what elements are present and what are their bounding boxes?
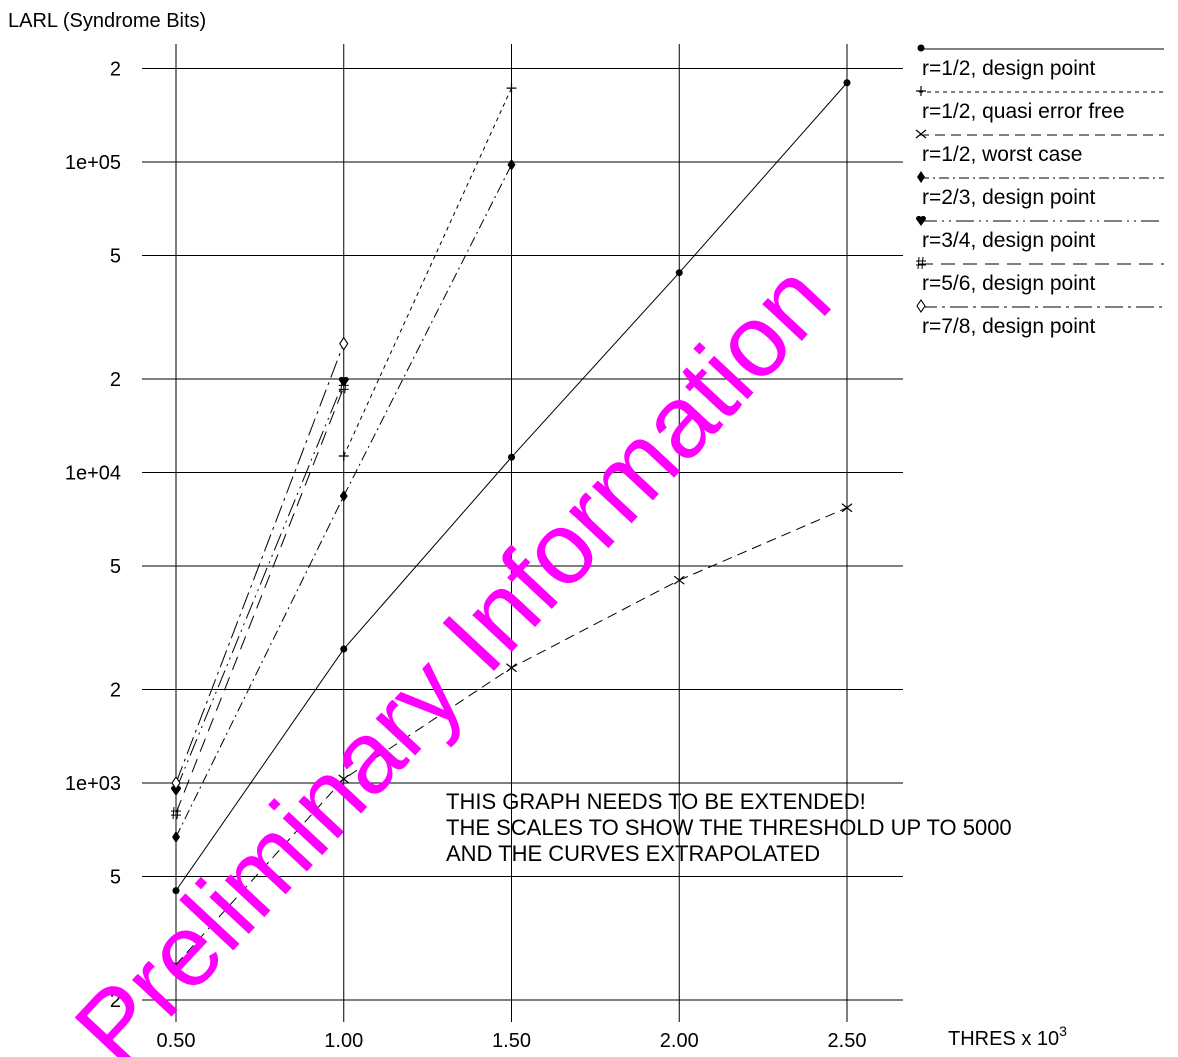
legend-entry: r=2/3, design point [917, 171, 1164, 209]
data-point-openDiamond [916, 299, 926, 313]
data-point-diamond [172, 830, 180, 843]
y-tick-label: 1e+05 [65, 152, 121, 174]
series-1 [172, 79, 851, 895]
data-point-openDiamond [171, 775, 181, 790]
data-point-heart [170, 785, 182, 796]
data-point-diamond [917, 171, 925, 183]
data-point-plus [506, 83, 517, 94]
annotation-line-1: THIS GRAPH NEEDS TO BE EXTENDED! [446, 789, 866, 814]
legend-label: r=3/4, design point [922, 229, 1096, 252]
legend-entry: r=7/8, design point [916, 299, 1164, 338]
legend-label: r=1/2, design point [922, 57, 1096, 80]
y-tick-label: 2 [110, 59, 121, 81]
data-point-cross [338, 774, 350, 784]
legend-label: r=5/6, design point [922, 272, 1096, 295]
series-6 [171, 381, 349, 820]
data-point-heart [338, 376, 349, 388]
legend-entry: r=1/2, worst case [915, 129, 1164, 166]
data-point-cross [170, 960, 182, 970]
data-point-hash [338, 381, 349, 394]
data-point-hash [171, 807, 181, 820]
data-point-dot [675, 269, 683, 277]
series-5 [170, 376, 349, 796]
annotation-line-3: AND THE CURVES EXTRAPOLATED [446, 841, 820, 866]
legend-label: r=1/2, quasi error free [922, 100, 1125, 123]
y-tick-label: 5 [110, 866, 121, 888]
x-tick-label: 2.50 [828, 1030, 867, 1052]
legend-label: r=2/3, design point [922, 186, 1096, 209]
y-tick-label: 2 [110, 990, 121, 1012]
y-tick-label: 1e+03 [65, 773, 121, 795]
series-4 [172, 158, 516, 843]
legend: r=1/2, design point r=1/2, quasi error fr… [915, 44, 1164, 338]
x-tick-label: 0.50 [157, 1030, 196, 1052]
tick-labels: 0.50 1.00 1.50 2.00 2.50 2 5 1e+03 2 5 1e+04 2 5 1e+0… [65, 59, 867, 1052]
y-axis-label: LARL (Syndrome Bits) [8, 10, 206, 32]
data-point-diamond [339, 489, 348, 502]
y-tick-label: 2 [110, 369, 121, 391]
data-point-diamond [507, 158, 516, 171]
series-7 [171, 336, 349, 790]
x-tick-label: 1.50 [492, 1030, 531, 1052]
series-line [175, 343, 345, 784]
x-tick-label: 2.00 [660, 1030, 699, 1052]
data-point-dot [508, 453, 515, 461]
data-point-openDiamond [339, 336, 349, 351]
y-tick-label: 1e+04 [65, 462, 121, 484]
data-point-dot [172, 887, 180, 895]
data-point-heart [915, 215, 927, 226]
data-point-dot [340, 645, 348, 653]
series-group [170, 79, 853, 970]
legend-entry: r=1/2, design point [917, 44, 1164, 80]
x-axis-label-exponent: 3 [1059, 1023, 1067, 1039]
series-2 [338, 83, 517, 462]
data-point-cross [506, 663, 517, 673]
series-line [175, 387, 345, 814]
annotation-note: THIS GRAPH NEEDS TO BE EXTENDED! THE SCA… [446, 789, 1012, 866]
series-3 [170, 503, 853, 970]
legend-label: r=7/8, design point [922, 315, 1096, 338]
series-line [343, 87, 512, 457]
x-axis-label: THRES x 103 [948, 1023, 1067, 1050]
data-point-hash [916, 256, 926, 270]
grid-lines [142, 44, 903, 1022]
data-point-dot [843, 79, 851, 87]
x-tick-label: 1.00 [324, 1030, 363, 1052]
y-tick-label: 5 [110, 556, 121, 578]
data-point-dot [917, 44, 925, 52]
legend-entry: r=1/2, quasi error free [916, 86, 1164, 123]
y-tick-label: 5 [110, 245, 121, 267]
annotation-line-2: THE SCALES TO SHOW THE THRESHOLD UP TO 5… [446, 815, 1012, 840]
legend-entry: r=5/6, design point [916, 256, 1164, 295]
legend-entry: r=3/4, design point [915, 215, 1164, 252]
data-point-cross [673, 575, 685, 585]
preliminary-watermark: Preliminary Information [53, 242, 852, 1057]
data-point-plus [338, 451, 349, 462]
data-point-cross [841, 503, 853, 513]
data-point-plus [916, 86, 926, 96]
x-axis-label-base: THRES x 10 [948, 1028, 1059, 1050]
data-point-cross [915, 129, 927, 139]
y-tick-label: 2 [110, 680, 121, 702]
legend-label: r=1/2, worst case [922, 143, 1082, 166]
